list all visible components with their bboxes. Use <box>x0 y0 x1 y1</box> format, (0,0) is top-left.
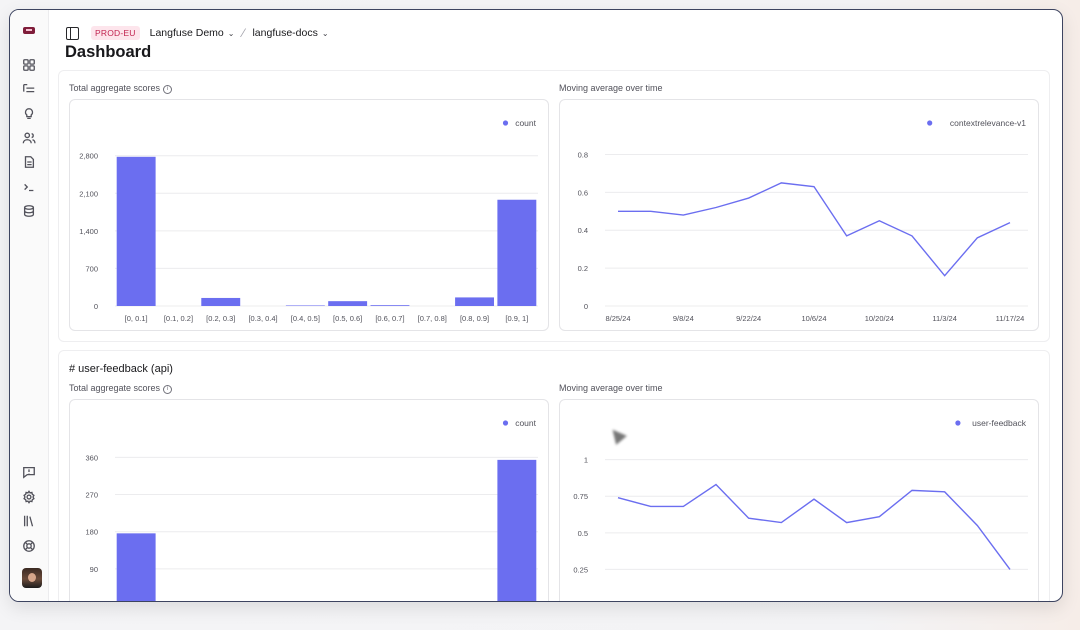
project-selector[interactable]: langfuse-docs <box>252 27 318 39</box>
left-chart-label: Total aggregate scores i <box>69 383 173 394</box>
support-icon[interactable] <box>21 539 37 555</box>
histogram-chart: count 90 180 270 360 [0, 0.1] [0.1, 0.2] [0.2, … <box>69 399 549 601</box>
bar-9 <box>497 459 537 601</box>
avatar[interactable] <box>22 568 42 588</box>
y-tick-label: 1,400 <box>79 227 98 236</box>
breadcrumb: PROD-EU Langfuse Demo ⌄ ⁄ langfuse-docs … <box>66 23 337 43</box>
line-chart: contextrelevance-v1 0 0.2 0.4 0.6 0.8 8/25/24 9… <box>559 99 1039 331</box>
x-tick-label: [0, 0.1] <box>125 314 148 323</box>
x-tick-label: [0.4, 0.5] <box>291 314 320 323</box>
legend-dot <box>927 120 933 126</box>
database-icon[interactable] <box>21 204 37 220</box>
y-tick-label: 0.5 <box>578 529 588 538</box>
info-icon[interactable]: i <box>163 85 173 94</box>
x-tick-label: 9/8/24 <box>673 314 694 323</box>
page-title: Dashboard <box>65 43 152 61</box>
y-tick-label: 270 <box>85 491 98 500</box>
users-icon[interactable] <box>21 131 37 147</box>
x-tick-label: 11/3/24 <box>932 314 956 323</box>
line-chart: user-feedback 0.25 0.5 0.75 1 <box>559 399 1039 601</box>
left-chart-label: Total aggregate scores i <box>69 83 173 94</box>
x-tick-label: [0.5, 0.6] <box>333 314 362 323</box>
y-tick-label: 0.8 <box>578 150 588 159</box>
x-tick-label: [0.9, 1] <box>505 314 528 323</box>
library-icon[interactable] <box>21 514 37 530</box>
langfuse-logo[interactable] <box>23 27 35 34</box>
y-tick-label: 2,800 <box>79 152 98 161</box>
sidebar-toggle-icon[interactable] <box>66 26 79 40</box>
bar-5 <box>328 301 368 306</box>
x-tick-label: 9/22/24 <box>736 314 761 323</box>
x-tick-label: 11/17/24 <box>996 314 1025 323</box>
y-tick-label: 360 <box>85 453 98 462</box>
legend-label: contextrelevance-v1 <box>950 118 1026 128</box>
bar-8 <box>455 297 495 306</box>
y-tick-label: 90 <box>90 565 98 574</box>
sidebar <box>10 10 49 601</box>
x-tick-label: 10/6/24 <box>801 314 826 323</box>
y-tick-label: 0 <box>584 302 588 311</box>
y-tick-label: 2,100 <box>79 189 98 198</box>
chart-svg: count 0 700 1,400 2,100 2,800 [0, 0.1] [0.1, 0.… <box>79 118 538 323</box>
histogram-chart: count 0 700 1,400 2,100 2,800 [0, 0.1] [0.1, 0.… <box>69 99 549 331</box>
legend-dot <box>502 120 509 126</box>
legend-label: count <box>515 418 536 428</box>
y-tick-label: 180 <box>85 528 98 537</box>
app-window: PROD-EU Langfuse Demo ⌄ ⁄ langfuse-docs … <box>9 9 1063 602</box>
x-tick-label: [0.6, 0.7] <box>375 314 404 323</box>
prompts-icon[interactable] <box>21 155 37 171</box>
x-tick-label: 8/25/24 <box>605 314 630 323</box>
series-line <box>618 182 1011 277</box>
x-tick-label: [0.8, 0.9] <box>460 314 489 323</box>
x-tick-label: [0.2, 0.3] <box>206 314 235 323</box>
legend-dot <box>502 420 509 426</box>
y-tick-label: 0.4 <box>578 226 588 235</box>
y-tick-label: 0.2 <box>578 264 588 273</box>
chart-svg: user-feedback 0.25 0.5 0.75 1 <box>573 418 1028 574</box>
x-tick-label: 10/20/24 <box>865 314 894 323</box>
bar-6 <box>370 305 410 306</box>
right-chart-label: Moving average over time <box>559 383 663 393</box>
legend-label: user-feedback <box>972 418 1027 428</box>
score-section: # user-feedback (api) Total aggregate sc… <box>58 350 1050 601</box>
bar-2 <box>201 297 241 306</box>
terminal-icon[interactable] <box>21 180 37 196</box>
bar-9 <box>497 199 537 306</box>
legend-label: count <box>515 118 536 128</box>
feedback-icon[interactable] <box>21 465 37 481</box>
breadcrumb-separator: ⁄ <box>242 26 245 40</box>
traces-icon[interactable] <box>21 82 37 98</box>
right-chart-label: Moving average over time <box>559 83 663 93</box>
info-icon[interactable]: i <box>163 385 173 394</box>
score-section: Total aggregate scores i Moving average o… <box>58 70 1050 342</box>
y-tick-label: 0.6 <box>578 188 588 197</box>
y-tick-label: 0.25 <box>573 565 588 574</box>
settings-icon[interactable] <box>21 490 37 506</box>
legend-dot <box>955 420 961 426</box>
y-tick-label: 700 <box>85 264 98 273</box>
env-badge: PROD-EU <box>91 26 140 40</box>
bar-0 <box>116 533 156 601</box>
chart-svg: contextrelevance-v1 0 0.2 0.4 0.6 0.8 8/25/24 9… <box>578 118 1028 323</box>
x-tick-label: [0.3, 0.4] <box>248 314 277 323</box>
bar-0 <box>116 156 156 306</box>
chevron-down-icon[interactable]: ⌄ <box>321 28 329 38</box>
y-tick-label: 1 <box>584 456 588 465</box>
section-title: # user-feedback (api) <box>69 363 173 375</box>
series-line <box>617 483 1011 570</box>
y-tick-label: 0 <box>94 302 98 311</box>
chevron-down-icon[interactable]: ⌄ <box>227 28 235 38</box>
lightbulb-icon[interactable] <box>21 107 37 123</box>
bar-4 <box>285 305 325 306</box>
y-tick-label: 0.75 <box>573 492 588 501</box>
org-selector[interactable]: Langfuse Demo <box>149 27 224 39</box>
x-tick-label: [0.7, 0.8] <box>418 314 447 323</box>
dashboard-icon[interactable] <box>21 58 37 74</box>
x-tick-label: [0.1, 0.2] <box>164 314 193 323</box>
